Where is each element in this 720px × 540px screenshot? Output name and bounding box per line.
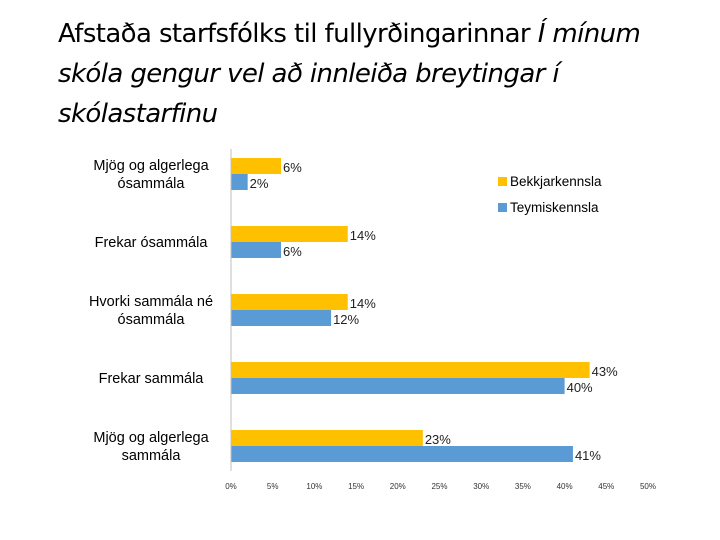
bar-teymiskennsla	[231, 378, 565, 394]
x-tick-label: 15%	[348, 482, 364, 491]
bar-teymiskennsla	[231, 446, 573, 462]
data-label: 12%	[333, 312, 359, 327]
bar-bekkjarkennsla	[231, 294, 348, 310]
title-statement: Í mínum skóla gengur vel að innleiða bre…	[58, 19, 641, 129]
x-tick-label: 20%	[390, 482, 406, 491]
data-label: 14%	[350, 228, 376, 243]
chart-title: Afstaða starfsfólks til fullyrðingarinna…	[58, 14, 708, 134]
category-label: Mjög og algerlega ósammála	[93, 158, 209, 192]
legend-label: Teymiskennsla	[510, 200, 599, 215]
legend-swatch	[498, 177, 507, 186]
category-label: Frekar ósammála	[95, 235, 209, 251]
x-tick-label: 40%	[557, 482, 573, 491]
data-label: 23%	[425, 432, 451, 447]
data-label: 40%	[567, 380, 593, 395]
x-tick-label: 5%	[267, 482, 279, 491]
chart-area: Mjög og algerlega ósammála 6% 2% Frekar ósam…	[58, 137, 658, 505]
category-label: Mjög og algerlega sammála	[93, 430, 209, 464]
x-tick-label: 35%	[515, 482, 531, 491]
bar-teymiskennsla	[231, 310, 332, 326]
bar-bekkjarkennsla	[231, 430, 423, 446]
x-tick-label: 50%	[640, 482, 656, 491]
data-label: 41%	[575, 448, 601, 463]
bar-teymiskennsla	[231, 242, 282, 258]
category-label: Frekar sammála	[99, 371, 205, 387]
bar-teymiskennsla	[231, 174, 248, 190]
data-label: 43%	[592, 364, 618, 379]
x-tick-label: 45%	[598, 482, 614, 491]
data-label: 6%	[283, 244, 302, 259]
data-label: 2%	[250, 176, 269, 191]
legend-swatch	[498, 203, 507, 212]
legend-label: Bekkjarkennsla	[510, 174, 602, 189]
category-label: Hvorki sammála né ósammála	[89, 294, 213, 328]
bar-bekkjarkennsla	[231, 226, 348, 242]
bar-bekkjarkennsla	[231, 362, 590, 378]
data-label: 6%	[283, 160, 302, 175]
x-tick-label: 30%	[473, 482, 489, 491]
bar-bekkjarkennsla	[231, 158, 282, 174]
data-label: 14%	[350, 296, 376, 311]
x-tick-label: 0%	[225, 482, 237, 491]
x-tick-label: 25%	[431, 482, 447, 491]
bar-chart: Mjög og algerlega ósammála 6% 2% Frekar ósam…	[89, 149, 656, 491]
x-tick-label: 10%	[306, 482, 322, 491]
title-plain: Afstaða starfsfólks til fullyrðingarinna…	[58, 19, 531, 49]
